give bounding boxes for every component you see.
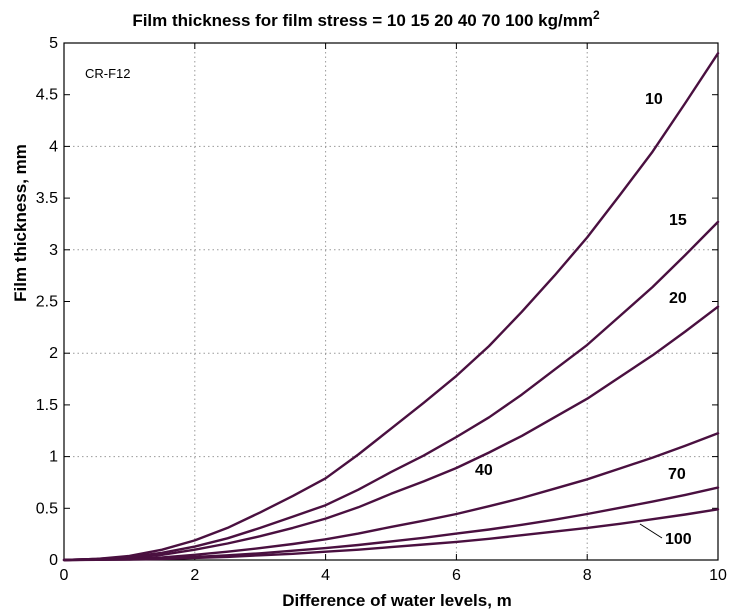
- series-label-100-leader: [639, 523, 663, 539]
- y-tick-label: 1.5: [36, 397, 58, 414]
- x-tick-label: 4: [321, 567, 330, 584]
- y-tick-label: 0.5: [36, 500, 58, 517]
- series-labels: 10 15 20 40 70 100: [475, 91, 692, 548]
- series-line-20: [62, 305, 720, 562]
- y-tick-label: 1: [49, 449, 58, 466]
- grid: [64, 43, 718, 560]
- x-tick-label: 10: [709, 567, 727, 584]
- y-tick-label: 2: [49, 345, 58, 362]
- annotation-label: CR-F12: [85, 66, 131, 81]
- series-label-10: 10: [645, 91, 663, 108]
- y-tick-label: 5: [49, 35, 58, 52]
- x-tick-label: 2: [190, 567, 199, 584]
- series-label-20: 20: [669, 290, 687, 307]
- y-tick-label: 3: [49, 242, 58, 259]
- series-label-100: 100: [665, 531, 692, 548]
- y-tick-label: 4: [49, 138, 58, 155]
- series-label-15: 15: [669, 212, 687, 229]
- curves: [62, 52, 720, 562]
- series-line-10: [62, 52, 720, 562]
- series-line-40: [62, 432, 720, 562]
- chart-title-superscript: 2: [593, 8, 600, 22]
- y-tick-label: 2.5: [36, 294, 58, 311]
- x-tick-label: 0: [60, 567, 69, 584]
- x-tick-label: 6: [452, 567, 461, 584]
- y-axis-label: Film thickness, mm: [11, 144, 30, 302]
- x-tick-label: 8: [583, 567, 592, 584]
- y-tick-label: 0: [49, 552, 58, 569]
- series-line-100: [62, 508, 720, 562]
- y-tick-label: 3.5: [36, 190, 58, 207]
- series-label-70: 70: [668, 466, 686, 483]
- plot-area: [63, 42, 719, 561]
- chart-title-main: Film thickness for film stress = 10 15 2…: [132, 11, 593, 30]
- x-axis-label: Difference of water levels, m: [282, 591, 512, 610]
- series-label-40: 40: [475, 462, 493, 479]
- series-line-15: [62, 220, 720, 562]
- chart-title: Film thickness for film stress = 10 15 2…: [132, 8, 600, 30]
- y-tick-label: 4.5: [36, 87, 58, 104]
